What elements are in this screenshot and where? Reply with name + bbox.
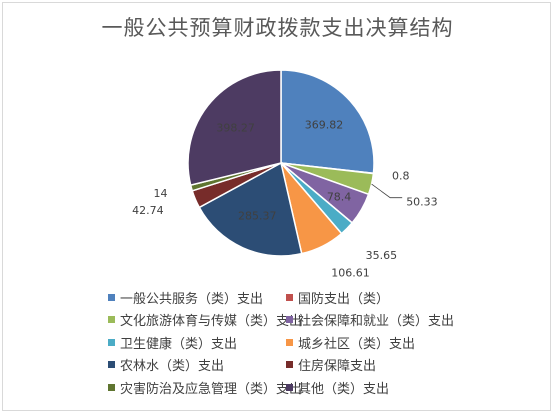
legend-item: 一般公共服务（类）支出: [108, 288, 264, 307]
pie-slice: [280, 69, 375, 175]
data-label: 106.61: [331, 267, 370, 280]
data-label: 50.33: [406, 196, 438, 209]
data-label: 42.74: [132, 204, 164, 217]
legend-label: 农林水（类）支出: [120, 359, 225, 374]
legend-label: 社会保障和就业（类）支出: [298, 314, 455, 329]
legend-label: 城乡社区（类）支出: [298, 336, 416, 352]
pie-slice: [198, 161, 303, 257]
legend-swatch: [108, 293, 115, 301]
data-label: 369.82: [305, 119, 344, 132]
legend-swatch: [108, 338, 115, 346]
data-label: 14: [153, 187, 167, 200]
legend-item: 农林水（类）支出: [108, 356, 224, 374]
data-label: 0.8: [392, 169, 410, 182]
legend-item: 社会保障和就业（类）支出: [286, 311, 454, 329]
legend-swatch: [286, 383, 293, 391]
legend-item: 住房保障支出: [286, 356, 376, 374]
legend-label: 文化旅游体育与传媒（类）支出: [120, 314, 303, 329]
legend-swatch: [286, 361, 293, 368]
legend-swatch: [108, 383, 115, 391]
label-leader-line: [371, 183, 403, 199]
data-label: 398.27: [216, 121, 255, 134]
legend-item: 其他（类）支出: [286, 378, 390, 397]
data-label: 285.37: [238, 210, 277, 223]
legend-swatch: [286, 338, 293, 346]
legend-label: 卫生健康（类）支出: [120, 336, 238, 352]
pie-slice: [187, 69, 282, 187]
legend-item: 灾害防治及应急管理（类）支出: [108, 378, 303, 397]
legend-label: 其他（类）支出: [298, 381, 390, 397]
legend-swatch: [108, 316, 115, 323]
legend-item: 文化旅游体育与传媒（类）支出: [108, 311, 302, 329]
legend-label: 住房保障支出: [298, 359, 377, 374]
legend-swatch: [286, 316, 293, 323]
legend-label: 一般公共服务（类）支出: [120, 291, 264, 307]
legend-item: 卫生健康（类）支出: [108, 333, 238, 352]
legend-item: 城乡社区（类）支出: [286, 333, 416, 352]
data-label: 78.4: [327, 190, 352, 203]
legend-label: 灾害防治及应急管理（类）支出: [120, 381, 303, 397]
legend-swatch: [286, 293, 293, 301]
data-label: 35.65: [366, 249, 398, 262]
legend-label: 国防支出（类）: [298, 291, 390, 307]
legend-item: 国防支出（类）: [286, 288, 390, 307]
chart-title: 一般公共预算财政拨款支出决算结构: [101, 16, 454, 40]
legend-swatch: [108, 361, 115, 368]
